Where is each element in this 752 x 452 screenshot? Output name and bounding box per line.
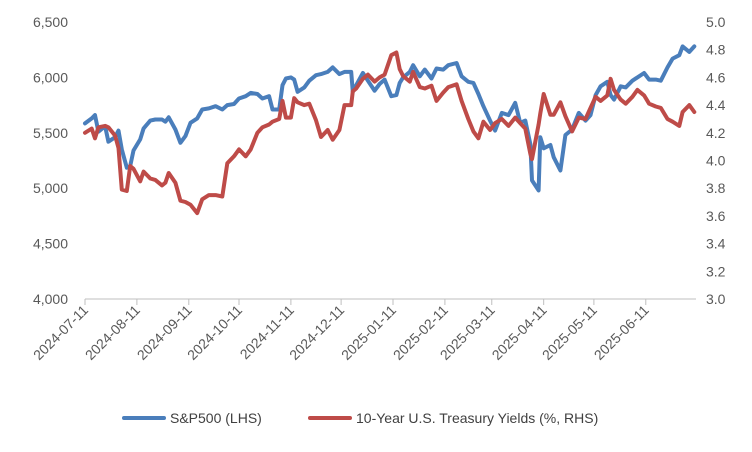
x-tick-label: 2024-07-11 <box>30 302 91 363</box>
treasury-yield-line <box>83 50 697 216</box>
y-left-tick-label: 6,500 <box>33 14 68 30</box>
x-tick-label: 2025-05-11 <box>539 302 600 363</box>
y-left-tick-label: 4,500 <box>33 236 68 252</box>
sp500-line <box>83 44 697 193</box>
legend: S&P500 (LHS) 10-Year U.S. Treasury Yields… <box>122 410 598 426</box>
y-right-tick-label: 3.0 <box>706 291 726 307</box>
y-right-tick-label: 3.6 <box>706 208 726 224</box>
y-right-tick-label: 3.8 <box>706 180 726 196</box>
y-right-tick-label: 3.2 <box>706 263 726 279</box>
y-right-tick-label: 4.8 <box>706 42 726 58</box>
x-tick-label: 2024-12-11 <box>286 302 347 363</box>
y-right-tick-label: 4.4 <box>706 97 726 113</box>
y-left-tick-label: 5,500 <box>33 125 68 141</box>
x-tick-label: 2025-01-11 <box>338 302 399 363</box>
y-right-tick-label: 4.0 <box>706 153 726 169</box>
x-tick-label: 2024-10-11 <box>184 302 245 363</box>
y-left-tick-label: 6,000 <box>33 69 68 85</box>
y-right-tick-label: 4.2 <box>706 125 726 141</box>
y-left-tick-label: 4,000 <box>33 291 68 307</box>
legend-label: 10-Year U.S. Treasury Yields (%, RHS) <box>356 410 598 426</box>
x-tick-label: 2024-08-11 <box>82 302 143 363</box>
axes: 2024-07-112024-08-112024-09-112024-10-11… <box>30 14 726 363</box>
y-right-tick-label: 4.6 <box>706 69 726 85</box>
y-right-tick-label: 5.0 <box>706 14 726 30</box>
series-lines <box>83 44 697 216</box>
x-tick-label: 2025-06-11 <box>591 302 652 363</box>
y-right-tick-label: 3.4 <box>706 236 726 252</box>
legend-label: S&P500 (LHS) <box>170 410 262 426</box>
y-left-tick-label: 5,000 <box>33 180 68 196</box>
